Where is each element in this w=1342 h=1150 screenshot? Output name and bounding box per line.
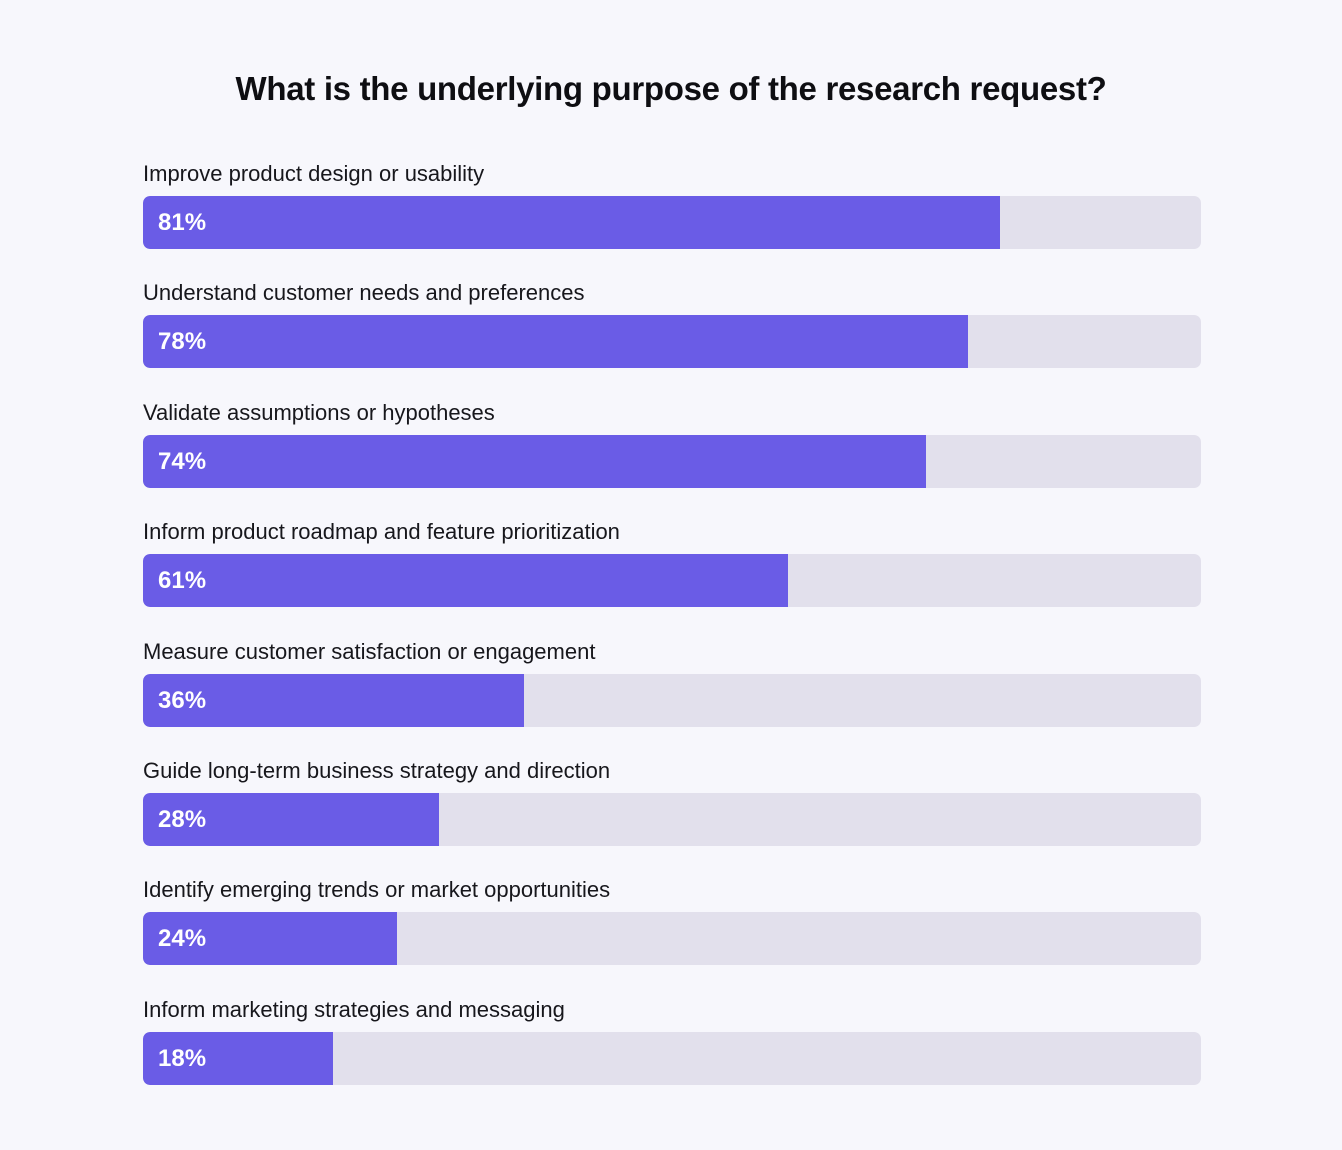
bar-row: Identify emerging trends or market oppor… — [143, 871, 1201, 990]
bar — [143, 196, 1000, 249]
bar-row: Improve product design or usability 81% — [143, 155, 1201, 274]
value-label: 24% — [158, 925, 207, 953]
bar-track: 74% — [143, 434, 1201, 488]
bar — [143, 912, 397, 966]
bar — [143, 434, 926, 488]
category-label: Validate assumptions or hypotheses — [143, 399, 495, 425]
bar-rows: Improve product design or usability 81% Un… — [143, 155, 1201, 1110]
bar-track: 28% — [143, 792, 1201, 846]
category-label: Inform marketing strategies and messagin… — [143, 996, 565, 1022]
category-label: Measure customer satisfaction or engagem… — [143, 638, 596, 664]
bar-row: Inform product roadmap and feature prior… — [143, 513, 1201, 632]
bar — [143, 554, 789, 608]
value-label: 81% — [158, 209, 207, 236]
category-label: Improve product design or usability — [143, 161, 485, 186]
bar-track: 24% — [143, 912, 1201, 966]
bar-row: Validate assumptions or hypotheses 74% — [143, 394, 1201, 513]
category-label: Guide long-term business strategy and di… — [143, 757, 611, 783]
bar-track: 36% — [143, 673, 1201, 727]
category-label: Identify emerging trends or market oppor… — [143, 877, 611, 903]
chart-title: What is the underlying purpose of the re… — [235, 70, 1107, 107]
value-label: 36% — [158, 686, 207, 714]
value-label: 78% — [158, 328, 207, 356]
value-label: 74% — [158, 447, 207, 475]
bar-row: Understand customer needs and preference… — [143, 274, 1201, 393]
value-label: 61% — [158, 567, 207, 595]
bar-track: 81% — [143, 196, 1201, 249]
bar-track: 18% — [143, 1031, 1201, 1085]
bar — [143, 673, 524, 727]
value-label: 18% — [158, 1044, 207, 1072]
bar-track: 61% — [143, 554, 1201, 608]
bar — [143, 792, 440, 846]
bar-row: Inform marketing strategies and messagin… — [143, 991, 1201, 1110]
value-label: 28% — [158, 805, 207, 833]
bar-row: Measure customer satisfaction or engagem… — [143, 633, 1201, 752]
category-label: Understand customer needs and preference… — [143, 280, 585, 306]
bar — [143, 1031, 334, 1085]
bar-track: 78% — [143, 315, 1201, 369]
bar-row: Guide long-term business strategy and di… — [143, 752, 1201, 871]
bar — [143, 315, 969, 369]
category-label: Inform product roadmap and feature prior… — [143, 519, 620, 545]
